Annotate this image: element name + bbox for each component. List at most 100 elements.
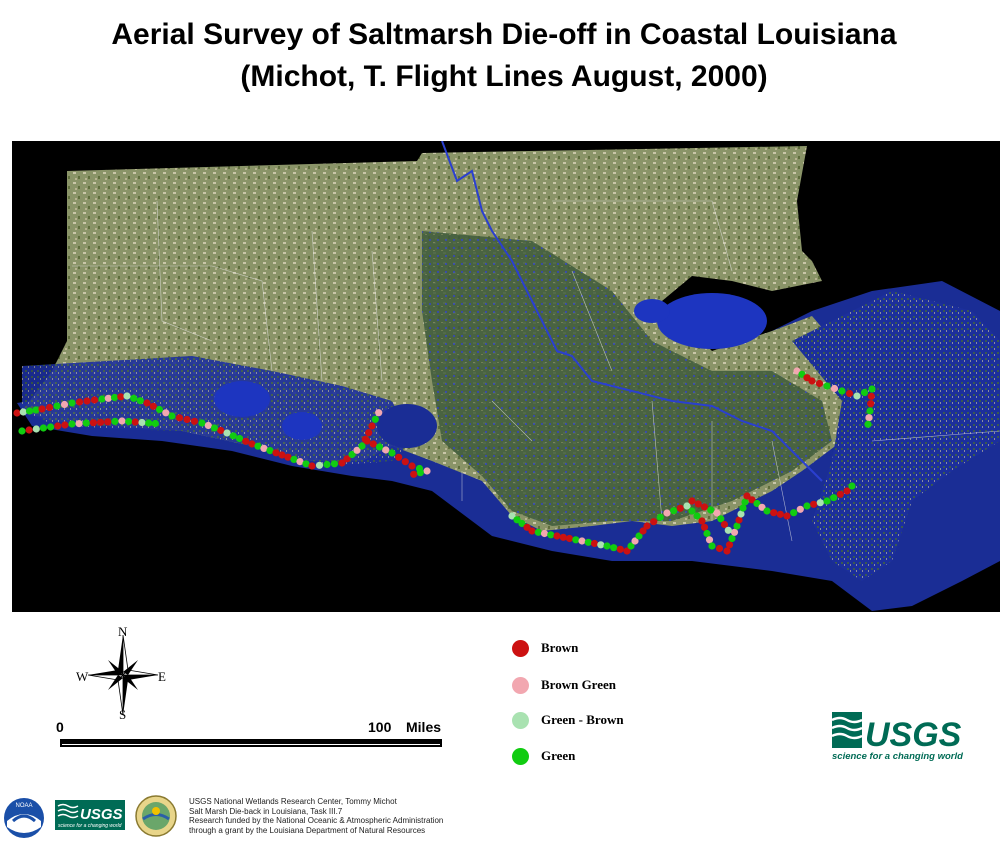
survey-point	[830, 384, 839, 393]
credits-block: USGS National Wetlands Research Center, …	[189, 797, 443, 835]
survey-point	[610, 544, 618, 552]
satellite-map	[12, 141, 1000, 612]
survey-point	[235, 434, 244, 443]
survey-point	[60, 400, 69, 409]
survey-point	[83, 397, 91, 405]
survey-point	[130, 394, 138, 402]
survey-point	[815, 379, 824, 388]
survey-point	[743, 492, 751, 500]
survey-point	[808, 377, 816, 385]
survey-point	[375, 443, 384, 451]
survey-point	[32, 406, 40, 414]
survey-point	[19, 408, 27, 416]
legend-label: Green - Brown	[541, 712, 624, 727]
usgs-small-name: USGS	[80, 806, 123, 823]
survey-point	[639, 527, 647, 535]
compass-east-label: E	[158, 669, 166, 684]
survey-point	[763, 507, 771, 515]
survey-point	[720, 520, 729, 529]
survey-point	[823, 497, 831, 505]
survey-point	[190, 417, 199, 425]
survey-point	[730, 528, 739, 536]
survey-point	[408, 462, 416, 470]
survey-point	[13, 409, 21, 417]
legend-item-brown: Brown	[512, 638, 578, 658]
survey-point	[508, 512, 516, 520]
survey-point	[248, 440, 256, 448]
survey-point	[348, 450, 356, 459]
survey-point	[375, 409, 383, 417]
survey-point	[707, 506, 715, 514]
survey-point	[198, 419, 206, 427]
survey-point	[242, 437, 250, 445]
survey-point	[513, 516, 521, 524]
usgs-logo: USGS science for a changing world	[832, 712, 963, 762]
credit-line: Salt Marsh Die-back in Louisiana, Task I…	[189, 806, 343, 816]
survey-point	[739, 504, 747, 512]
survey-point	[713, 509, 721, 517]
survey-point	[98, 395, 106, 403]
survey-point	[717, 515, 725, 523]
survey-point	[278, 451, 286, 459]
legend-swatch	[512, 639, 529, 657]
ldnr-seal-icon	[135, 795, 177, 837]
scale-start-label: 0	[56, 719, 64, 735]
survey-point	[823, 382, 831, 390]
survey-point	[68, 420, 76, 428]
survey-point	[272, 449, 280, 457]
survey-point	[90, 396, 99, 404]
survey-point	[603, 542, 611, 550]
survey-point	[597, 541, 605, 549]
survey-point	[584, 538, 592, 546]
survey-point	[741, 498, 749, 506]
survey-point	[123, 392, 131, 400]
survey-point	[111, 417, 119, 425]
survey-point	[836, 490, 844, 498]
survey-point	[753, 499, 761, 508]
survey-point	[693, 512, 701, 520]
survey-point	[266, 447, 274, 455]
survey-point	[136, 397, 144, 405]
survey-point	[694, 500, 702, 508]
survey-point	[553, 532, 561, 540]
survey-point	[758, 503, 766, 511]
survey-point	[82, 419, 90, 427]
survey-point	[47, 423, 55, 431]
survey-point	[371, 415, 379, 423]
survey-point	[151, 419, 159, 428]
survey-point	[45, 403, 54, 412]
survey-point	[670, 507, 678, 515]
legend-swatch	[512, 676, 529, 694]
legend-label: Brown	[541, 640, 579, 655]
usgs-name: USGS	[865, 716, 962, 754]
survey-point	[104, 418, 112, 426]
survey-point	[748, 496, 756, 504]
legend-swatch	[512, 711, 529, 729]
survey-point	[296, 458, 304, 466]
survey-point	[290, 455, 298, 463]
survey-point	[866, 407, 874, 415]
survey-point	[559, 533, 567, 541]
survey-point	[578, 537, 586, 545]
survey-point	[724, 526, 732, 534]
survey-point	[776, 510, 784, 518]
survey-point	[131, 418, 139, 426]
survey-point	[260, 444, 268, 452]
noaa-text: NOAA	[15, 803, 32, 809]
survey-point	[254, 442, 262, 450]
survey-point	[363, 437, 371, 445]
survey-point	[382, 446, 390, 454]
survey-point	[89, 419, 97, 427]
survey-point	[168, 412, 176, 420]
survey-point	[138, 418, 146, 427]
survey-point	[54, 422, 62, 430]
compass-north-label: N	[118, 624, 128, 639]
survey-point	[53, 402, 61, 410]
survey-point	[75, 398, 84, 406]
survey-point	[700, 523, 709, 531]
survey-point	[590, 539, 599, 548]
survey-point	[565, 534, 574, 543]
survey-point	[210, 424, 219, 432]
survey-point	[656, 513, 664, 521]
survey-point	[616, 545, 624, 553]
